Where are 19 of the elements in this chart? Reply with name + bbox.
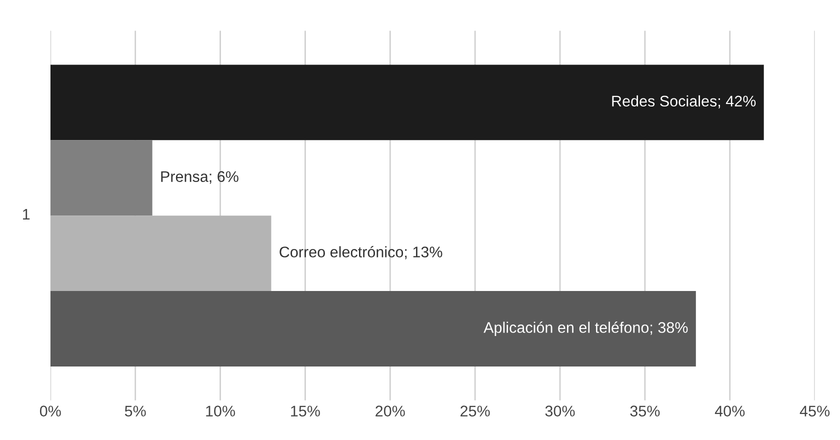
x-tick-label: 45% [800,406,830,416]
x-tick-label: 20% [376,406,405,416]
x-tick-label: 15% [291,406,320,416]
data-label: Aplicación en el teléfono; 38% [484,322,688,336]
bar [50,291,696,366]
data-label: Prensa; 6% [161,171,238,184]
x-tick-label: 0% [40,406,61,416]
x-tick-label: 10% [206,406,236,416]
x-tick-label: 5% [124,406,146,416]
x-tick-label: 40% [714,406,745,416]
y-axis-title: 1 [23,209,30,220]
bar [50,140,152,216]
bar [50,216,272,292]
data-label: Redes Sociales; 42% [612,95,756,108]
x-tick-label: 30% [545,406,575,416]
x-tick-label: 35% [630,406,660,416]
data-label: Correo electrónico; 13% [280,246,442,260]
bar [50,64,764,140]
x-tick-label: 25% [460,406,490,416]
